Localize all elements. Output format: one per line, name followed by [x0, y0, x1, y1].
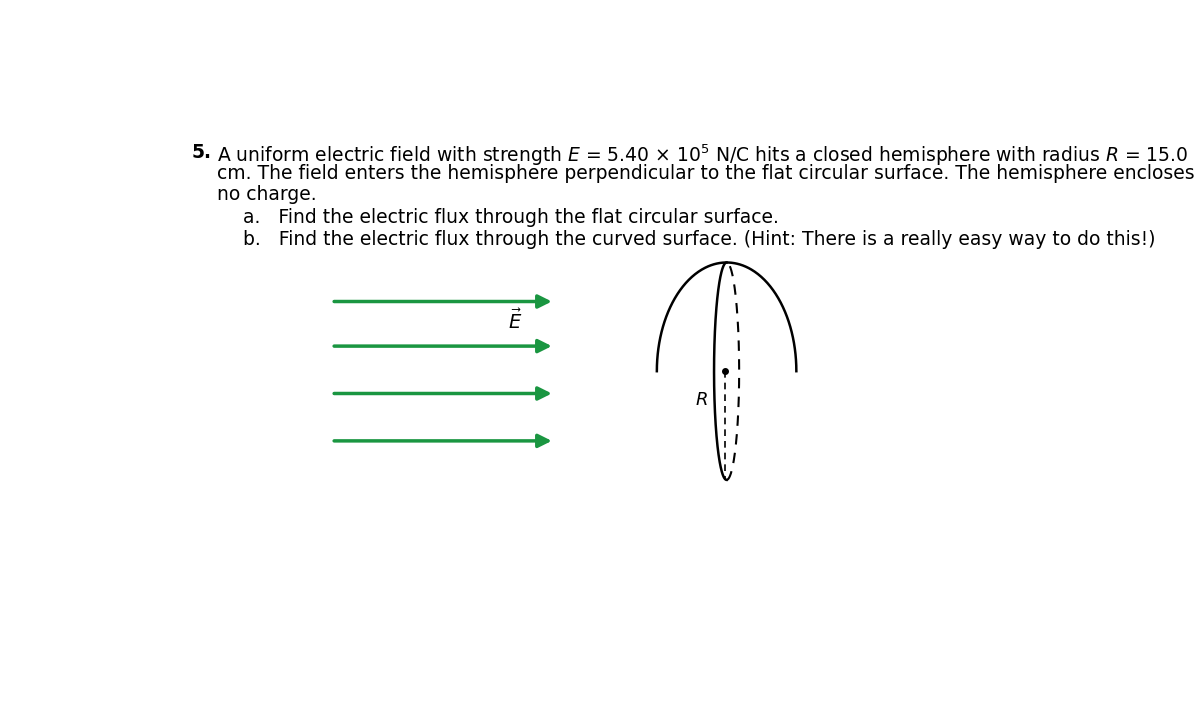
Text: $\vec{E}$: $\vec{E}$ — [508, 309, 522, 333]
Text: no charge.: no charge. — [217, 185, 317, 204]
Text: A uniform electric field with strength $\mathit{E}$ = 5.40 $\times$ 10$^5$ N/C h: A uniform electric field with strength $… — [217, 143, 1188, 168]
Text: 5.: 5. — [192, 143, 212, 161]
Text: cm. The field enters the hemisphere perpendicular to the flat circular surface. : cm. The field enters the hemisphere perp… — [217, 164, 1194, 183]
Text: b.   Find the electric flux through the curved surface. (Hint: There is a really: b. Find the electric flux through the cu… — [242, 230, 1156, 248]
Text: $\mathit{R}$: $\mathit{R}$ — [695, 391, 708, 409]
Text: a.   Find the electric flux through the flat circular surface.: a. Find the electric flux through the fl… — [242, 209, 779, 227]
